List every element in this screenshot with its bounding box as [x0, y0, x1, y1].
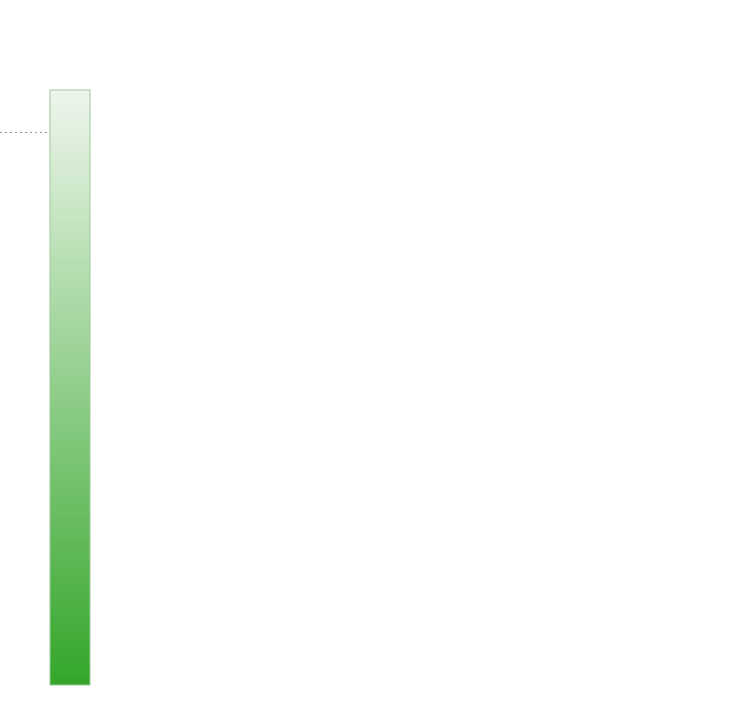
ibu-bar	[50, 90, 90, 685]
beer-ebc-ibu-chart	[0, 0, 750, 708]
